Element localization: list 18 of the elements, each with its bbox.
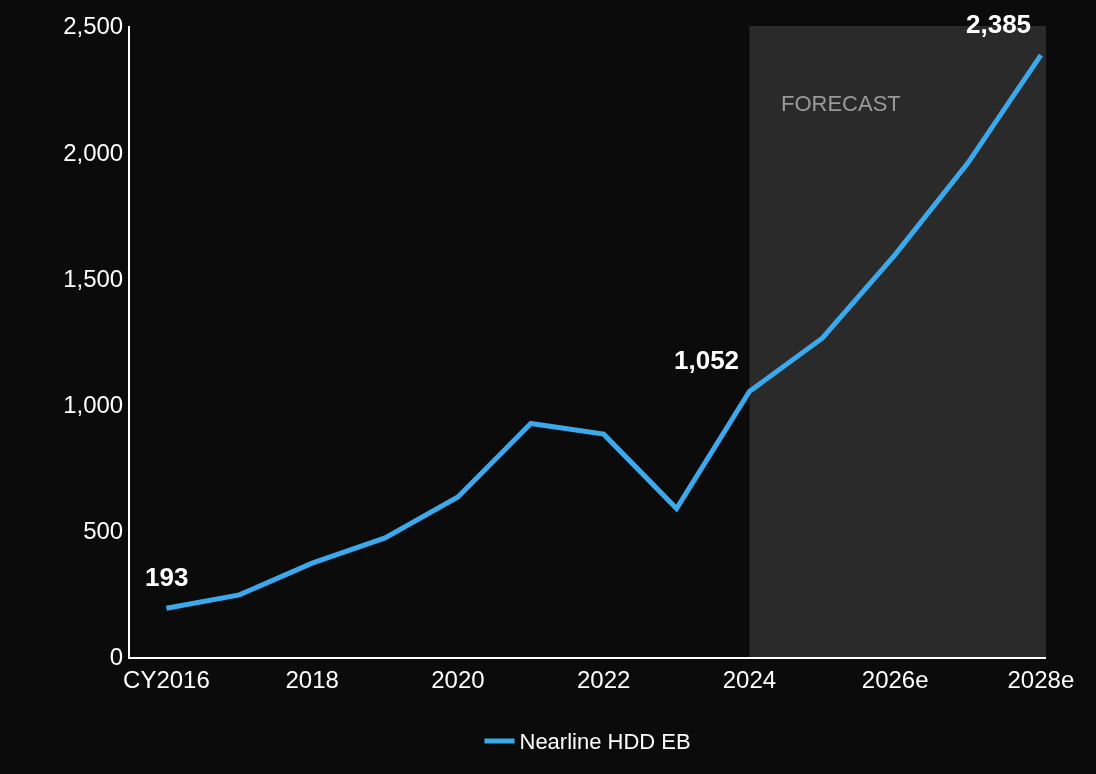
- x-tick-label: 2026e: [861, 665, 929, 693]
- y-tick-label: 1,000: [63, 391, 124, 418]
- x-tick-label: 2018: [285, 665, 339, 693]
- legend-label: Nearline HDD EB: [519, 729, 691, 755]
- x-tick-label: 2028e: [1007, 665, 1075, 693]
- x-tick-label: 2022: [576, 665, 631, 693]
- x-tick-label: 2024: [722, 665, 777, 693]
- y-tick-label: 500: [83, 517, 124, 545]
- y-tick-label: 2,000: [63, 138, 124, 166]
- x-tick-label: 2020: [431, 665, 485, 693]
- data-label: 193: [145, 562, 189, 592]
- y-tick-label: 2,500: [63, 12, 124, 40]
- band-label: FORECAST: [781, 91, 901, 116]
- y-tick-label: 0: [109, 643, 124, 671]
- y-tick-label: 1,500: [63, 264, 124, 292]
- x-tick-label: CY2016: [123, 665, 210, 693]
- data-label: 1,052: [674, 345, 740, 375]
- data-label: 2,385: [966, 9, 1032, 39]
